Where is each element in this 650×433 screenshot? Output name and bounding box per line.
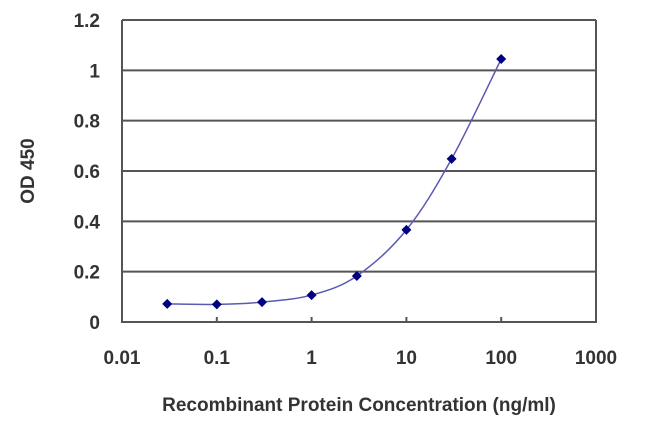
x-tick-label: 10: [396, 348, 417, 369]
axes-frame: [121, 20, 597, 323]
data-point-diamond: [496, 54, 507, 65]
y-tick-label: 0.6: [74, 162, 100, 183]
x-tick-label: 100: [485, 348, 517, 369]
x-axis-tick-labels: 0.01 0.1 1 10 100 1000: [104, 348, 618, 369]
y-tick-label: 0.8: [74, 112, 100, 133]
y-tick-label: 1: [89, 61, 100, 82]
data-curve: [167, 58, 502, 306]
y-tick-label: 1.2: [74, 11, 100, 32]
y-tick-label: 0.2: [74, 263, 100, 284]
data-point-diamond: [351, 270, 362, 281]
data-point-diamond: [401, 224, 412, 235]
data-point-diamond: [446, 153, 457, 164]
data-point-diamond: [211, 299, 222, 310]
y-tick-label: 0: [89, 313, 100, 334]
x-axis-title: Recombinant Protein Concentration (ng/ml…: [162, 395, 556, 416]
gridlines: [122, 19, 596, 273]
y-axis-title: OD 450: [18, 138, 39, 203]
x-tick-label: 1: [306, 348, 317, 369]
y-axis-tick-labels: 0 0.2 0.4 0.6 0.8 1 1.2: [74, 11, 101, 334]
x-tick-label: 1000: [575, 348, 617, 369]
data-point-diamond: [162, 298, 173, 309]
x-tick-label: 0.1: [204, 348, 231, 369]
data-markers: [162, 54, 507, 310]
data-point-diamond: [306, 290, 317, 301]
x-tick-label: 0.01: [104, 348, 141, 369]
axes: [121, 20, 597, 323]
y-tick-label: 0.4: [74, 212, 101, 233]
data-point-diamond: [257, 297, 268, 308]
